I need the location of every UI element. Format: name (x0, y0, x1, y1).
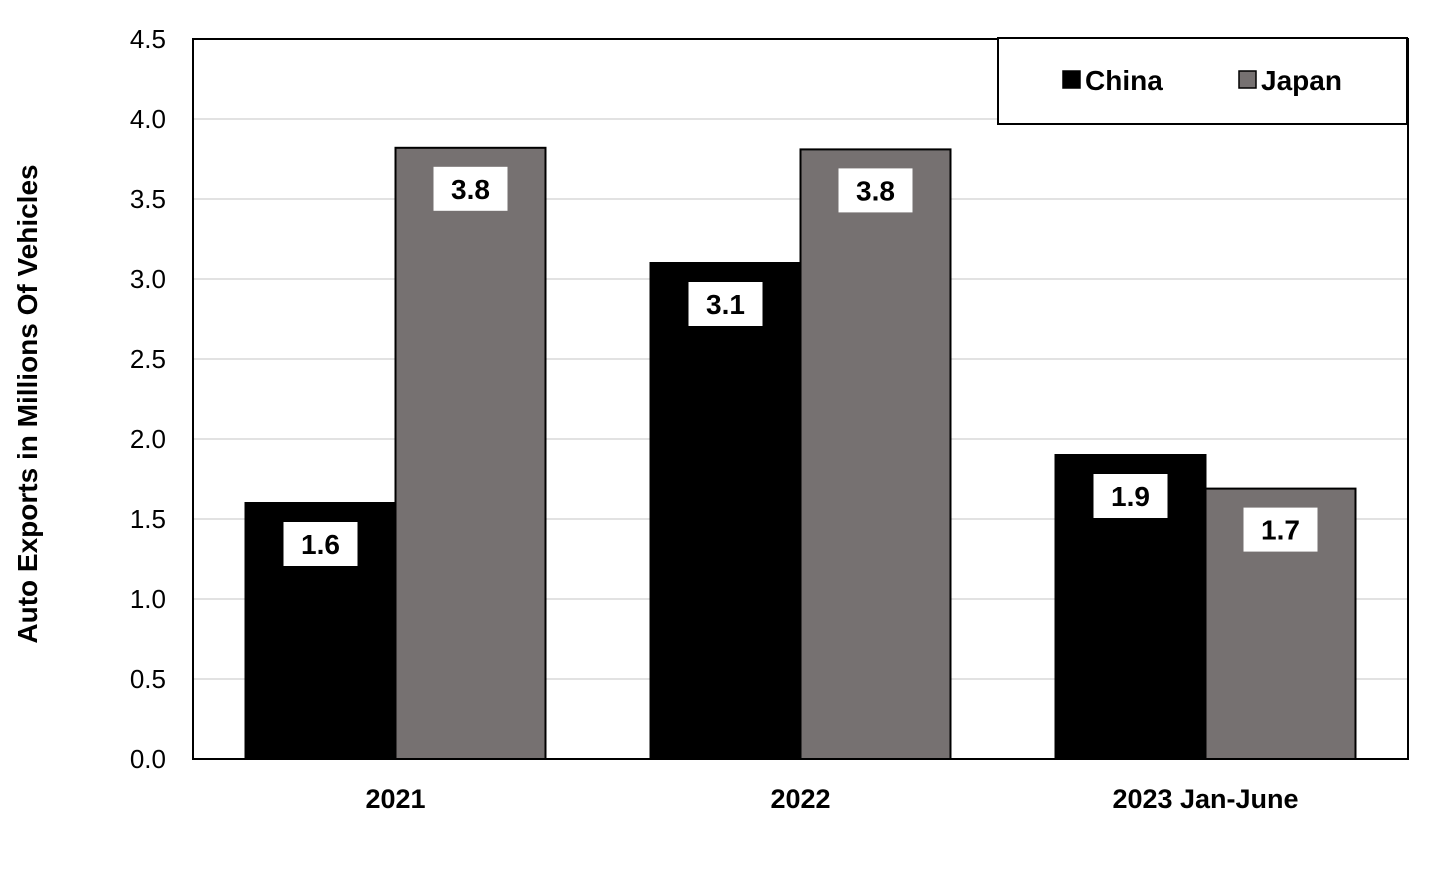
data-label-china-2: 1.9 (1111, 481, 1150, 512)
y-tick-label: 1.5 (130, 504, 166, 534)
x-tick-label: 2022 (770, 784, 830, 814)
legend-label-china: China (1085, 65, 1163, 96)
legend-label-japan: Japan (1261, 65, 1342, 96)
data-label-box (283, 522, 358, 566)
y-tick-label: 0.0 (130, 744, 166, 774)
data-label-box (433, 166, 508, 211)
x-tick-label: 2023 Jan-June (1112, 784, 1298, 814)
y-tick-label: 0.5 (130, 664, 166, 694)
x-tick-label: 2021 (365, 784, 425, 814)
data-label-japan-1: 3.8 (856, 175, 895, 206)
legend-swatch-china (1062, 70, 1081, 89)
legend-swatch-japan (1238, 70, 1257, 89)
y-tick-label: 3.5 (130, 184, 166, 214)
bars (244, 146, 1357, 761)
y-tick-label: 4.5 (130, 24, 166, 54)
y-tick-label: 1.0 (130, 584, 166, 614)
plot-frame (192, 38, 1409, 760)
data-label-box (838, 168, 913, 213)
y-axis-label: Auto Exports in Millions Of Vehicles (12, 164, 43, 643)
bar-japan-0 (394, 146, 547, 761)
y-tick-label: 2.0 (130, 424, 166, 454)
y-tick-label: 2.5 (130, 344, 166, 374)
data-label-japan-0: 3.8 (451, 174, 490, 205)
bar-japan-1 (799, 148, 952, 760)
data-label-japan-2: 1.7 (1261, 515, 1300, 546)
y-tick-label: 3.0 (130, 264, 166, 294)
data-label-china-0: 1.6 (301, 529, 340, 560)
legend-box (997, 37, 1408, 125)
axes: 0.0 0.5 1.0 1.5 2.0 2.5 3.0 3.5 4.0 4.5 2021 2022 20… (130, 24, 1409, 814)
data-label-box (688, 282, 763, 326)
data-label-china-1: 3.1 (706, 289, 745, 320)
data-label-box (1243, 507, 1318, 552)
data-label-box (1093, 474, 1168, 518)
data-labels: 1.6 3.1 1.9 3.8 3.8 1.7 (283, 166, 1318, 566)
bar-china-1 (649, 262, 802, 760)
legend: China Japan (997, 37, 1408, 125)
y-tick-label: 4.0 (130, 104, 166, 134)
